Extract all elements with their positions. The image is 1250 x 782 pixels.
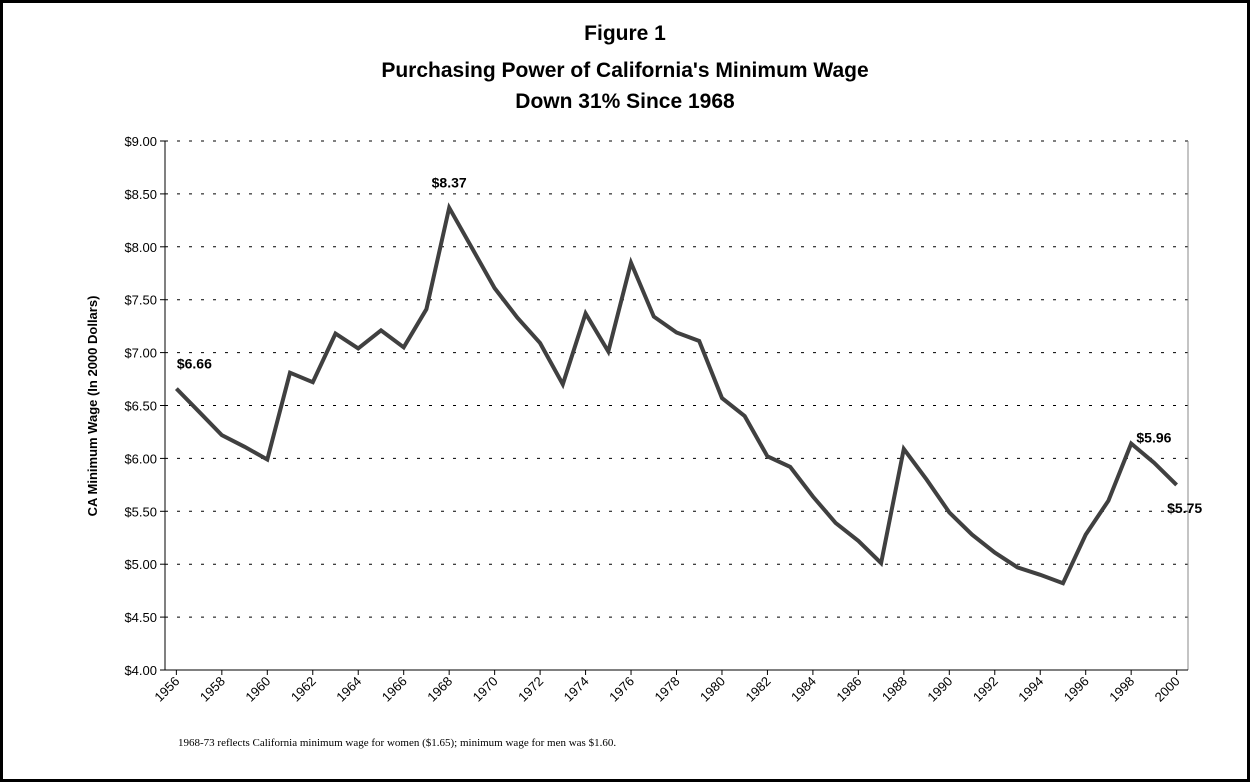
- chart-subtitle: Down 31% Since 1968: [515, 90, 735, 113]
- y-tick-label: $7.50: [124, 293, 157, 308]
- y-axis-label: CA Minimum Wage (In 2000 Dollars): [85, 296, 100, 517]
- y-tick-label: $8.00: [124, 240, 157, 255]
- figure-number: Figure 1: [584, 22, 666, 45]
- y-tick-label: $5.50: [124, 504, 157, 519]
- y-tick-label: $4.50: [124, 610, 157, 625]
- y-tick-label: $5.00: [124, 557, 157, 572]
- chart-title: Purchasing Power of California's Minimum…: [381, 59, 868, 82]
- value-label: $6.66: [177, 356, 212, 372]
- y-tick-label: $9.00: [124, 134, 157, 149]
- y-tick-label: $4.00: [124, 663, 157, 678]
- value-label: $8.37: [432, 175, 467, 191]
- value-label: $5.96: [1136, 430, 1171, 446]
- y-tick-label: $7.00: [124, 346, 157, 361]
- y-tick-label: $6.50: [124, 399, 157, 414]
- y-tick-label: $6.00: [124, 451, 157, 466]
- data-line: [174, 202, 1179, 586]
- value-label: $5.75: [1167, 500, 1202, 516]
- footnote: 1968-73 reflects California minimum wage…: [178, 737, 616, 749]
- y-tick-label: $8.50: [124, 187, 157, 202]
